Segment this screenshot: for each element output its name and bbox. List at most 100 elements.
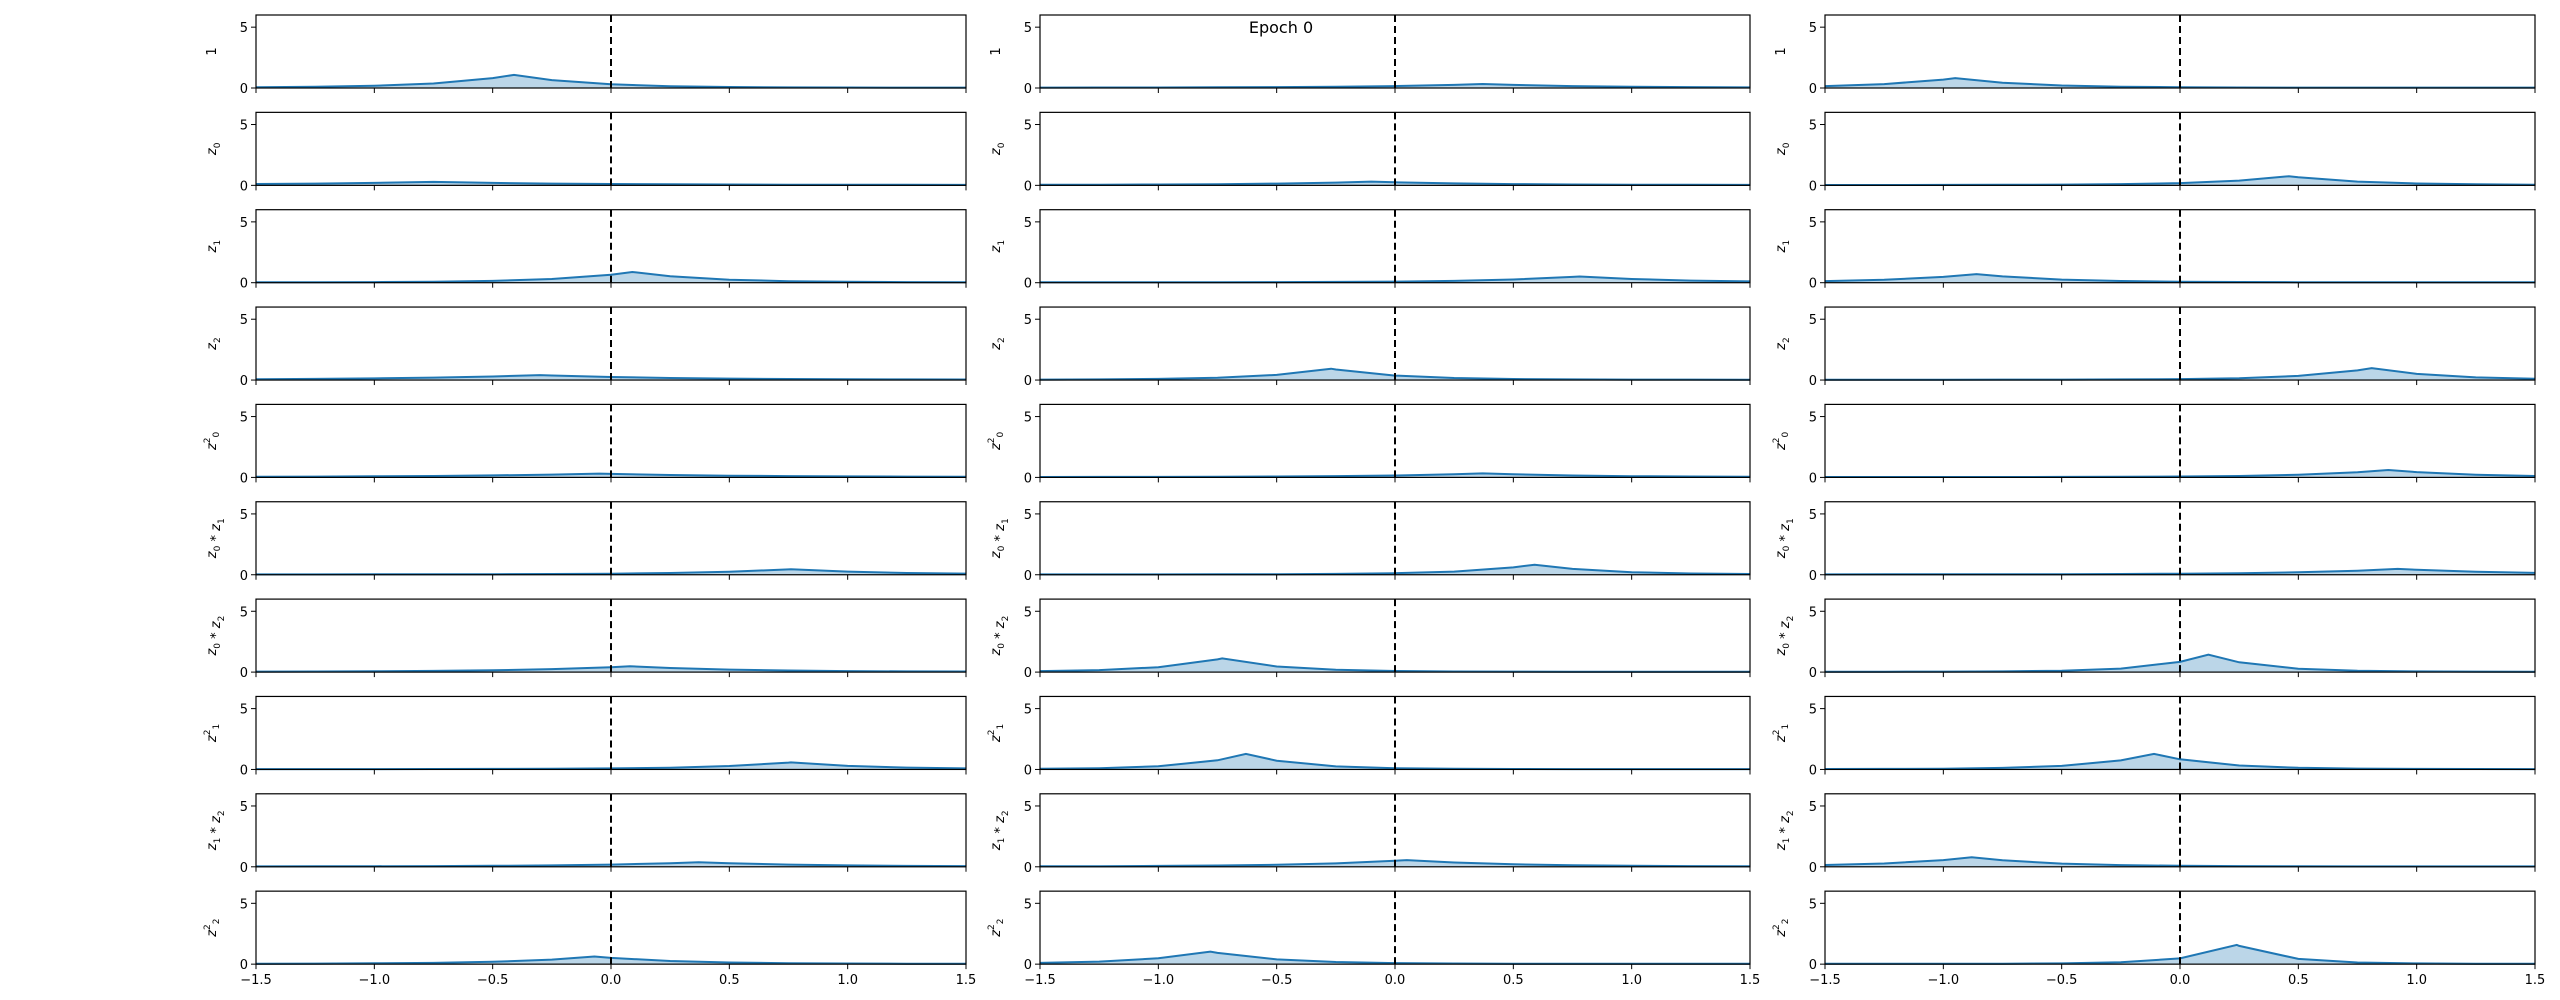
density-line: [255, 861, 967, 868]
y-tick-label: 5: [240, 508, 248, 523]
x-tick-label: 1.0: [2406, 973, 2427, 988]
subplot-column-1-row-2: 0 5 z1: [205, 209, 967, 292]
subplot-column-2-row-9: 0 5 −1.5 −1.0 −0.5 0.0 0.5 1.0 1.5 z22: [987, 890, 1760, 988]
x-tick-label: 1.5: [2525, 973, 2546, 988]
y-tick-label: 0: [240, 763, 248, 778]
y-tick-label: 5: [1024, 703, 1032, 718]
y-tick-label: 0: [1024, 179, 1032, 194]
density-fill: [256, 74, 966, 88]
y-axis-label: z22: [987, 919, 1006, 938]
density-fill: [1040, 564, 1750, 575]
y-axis-label: z21: [203, 724, 222, 743]
density-fill: [1040, 658, 1750, 673]
x-tick-label: −0.5: [477, 973, 509, 988]
y-tick-label: 5: [1024, 508, 1032, 523]
x-tick-label: 0.5: [1503, 973, 1524, 988]
y-tick-label: 5: [1809, 508, 1817, 523]
y-axis-label: z0: [989, 142, 1007, 156]
subplot-column-3-row-1: 0 5 z0: [1774, 111, 2536, 194]
subplot-column-3-row-7: 0 5 z21: [1772, 695, 2536, 778]
y-tick-label: 0: [1809, 82, 1817, 97]
y-tick-label: 0: [1809, 277, 1817, 292]
y-tick-label: 0: [1024, 82, 1032, 97]
y-axis-label: z2: [205, 337, 223, 351]
y-axis-label: z0 * z1: [1774, 518, 1796, 559]
y-tick-label: 5: [1809, 21, 1817, 36]
x-tick-label: 1.5: [956, 973, 977, 988]
subplot-column-2-row-6: 0 5 z0 * z2: [989, 598, 1751, 681]
subplot-column-3-row-9: 0 5 −1.5 −1.0 −0.5 0.0 0.5 1.0 1.5 z22: [1772, 890, 2546, 988]
density-line: [255, 955, 966, 965]
figure-title: Epoch 0: [1249, 18, 1313, 37]
x-tick-label: −0.5: [1261, 973, 1293, 988]
subplot-column-1-row-6: 0 5 z0 * z2: [205, 598, 967, 681]
y-tick-label: 5: [1809, 605, 1817, 620]
y-tick-label: 5: [1809, 313, 1817, 328]
y-tick-label: 0: [1024, 471, 1032, 486]
y-tick-label: 0: [1024, 374, 1032, 389]
y-axis-label: z20: [203, 431, 222, 451]
y-tick-label: 0: [240, 569, 248, 584]
y-tick-label: 0: [1809, 471, 1817, 486]
y-axis-label: z2: [1774, 337, 1792, 351]
y-tick-label: 5: [240, 313, 248, 328]
subplot-column-2-row-2: 0 5 z1: [989, 209, 1751, 292]
subplot-column-2-row-3: 0 5 z2: [989, 306, 1751, 389]
y-axis-label: z1: [989, 240, 1007, 254]
subplot-column-2-row-8: 0 5 z1 * z2: [989, 793, 1751, 876]
y-tick-label: 5: [1809, 411, 1817, 426]
x-tick-label: 0.0: [1385, 973, 1406, 988]
density-line: [255, 374, 967, 381]
y-tick-label: 0: [240, 958, 248, 973]
y-axis-label: z22: [1772, 919, 1791, 938]
y-tick-label: 5: [1809, 897, 1817, 912]
y-tick-label: 5: [1024, 313, 1032, 328]
y-axis-label: z0 * z1: [205, 518, 227, 559]
y-tick-label: 0: [240, 277, 248, 292]
subplot-column-1-row-7: 0 5 z21: [203, 695, 967, 778]
density-fill: [1825, 78, 2535, 88]
density-fill: [1825, 470, 2535, 478]
subplot-column-1-row-0: 0 5 1: [205, 14, 967, 97]
y-tick-label: 0: [1809, 861, 1817, 876]
subplot-column-2-row-1: 0 5 z0: [989, 111, 1751, 194]
density-fill: [1825, 568, 2535, 575]
y-tick-label: 0: [1809, 958, 1817, 973]
y-tick-label: 5: [240, 119, 248, 134]
y-tick-label: 5: [1024, 897, 1032, 912]
y-tick-label: 5: [1024, 119, 1032, 134]
y-axis-label: z21: [1772, 724, 1791, 743]
x-tick-label: −1.0: [359, 973, 391, 988]
density-fill: [256, 862, 966, 867]
x-tick-label: −1.0: [1928, 973, 1960, 988]
y-tick-label: 0: [1024, 569, 1032, 584]
y-tick-label: 0: [1024, 861, 1032, 876]
subplot-column-1-row-3: 0 5 z2: [205, 306, 967, 389]
subplot-column-3-row-3: 0 5 z2: [1774, 306, 2536, 389]
x-tick-label: 0.5: [2288, 973, 2309, 988]
y-tick-label: 5: [1809, 703, 1817, 718]
y-tick-label: 0: [1024, 666, 1032, 681]
y-tick-label: 0: [1024, 763, 1032, 778]
y-tick-label: 5: [1024, 216, 1032, 231]
subplot-column-2-row-0: 0 5 1: [989, 14, 1751, 97]
x-tick-label: 1.0: [1621, 973, 1642, 988]
subplot-column-1-row-5: 0 5 z0 * z1: [205, 501, 967, 584]
density-fill: [1040, 753, 1750, 770]
x-tick-label: −1.5: [240, 973, 272, 988]
density-fill: [1040, 276, 1750, 283]
y-tick-label: 0: [1809, 763, 1817, 778]
y-axis-label: 1: [205, 47, 220, 55]
y-tick-label: 0: [1809, 666, 1817, 681]
density-line: [255, 472, 967, 478]
y-tick-label: 5: [1024, 605, 1032, 620]
y-axis-label: z1: [1774, 240, 1792, 254]
y-axis-label: z0 * z2: [989, 616, 1011, 657]
y-axis-label: z20: [987, 431, 1006, 451]
y-tick-label: 0: [240, 666, 248, 681]
subplot-column-2-row-7: 0 5 z21: [987, 695, 1751, 778]
y-axis-label: z1 * z2: [1774, 810, 1796, 851]
x-tick-label: 0.0: [601, 973, 622, 988]
